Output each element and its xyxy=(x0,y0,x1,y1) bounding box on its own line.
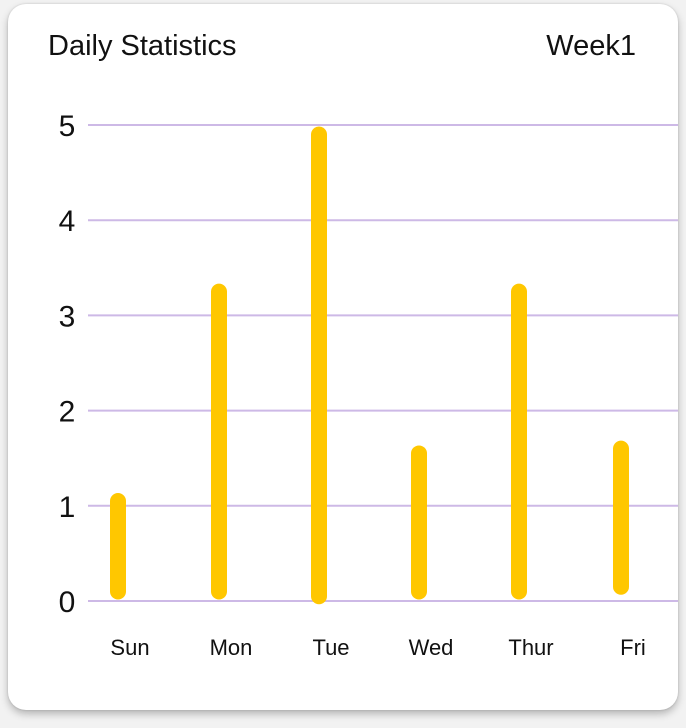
y-tick-label: 3 xyxy=(59,300,76,333)
week-selector[interactable]: Week1 xyxy=(546,30,636,62)
y-tick-label: 1 xyxy=(59,491,76,524)
y-tick-label: 4 xyxy=(59,205,76,238)
x-tick-label: Tue xyxy=(312,635,349,660)
y-tick-label: 5 xyxy=(59,110,76,143)
x-tick-label: Wed xyxy=(409,635,454,660)
x-tick-label: Mon xyxy=(210,635,253,660)
x-tick-label: Fri xyxy=(620,635,646,660)
y-tick-label: 0 xyxy=(59,586,76,619)
x-tick-label: Thur xyxy=(508,635,553,660)
x-tick-label: Sun xyxy=(110,635,149,660)
y-tick-label: 2 xyxy=(59,396,76,429)
chart-title: Daily Statistics xyxy=(48,30,237,62)
